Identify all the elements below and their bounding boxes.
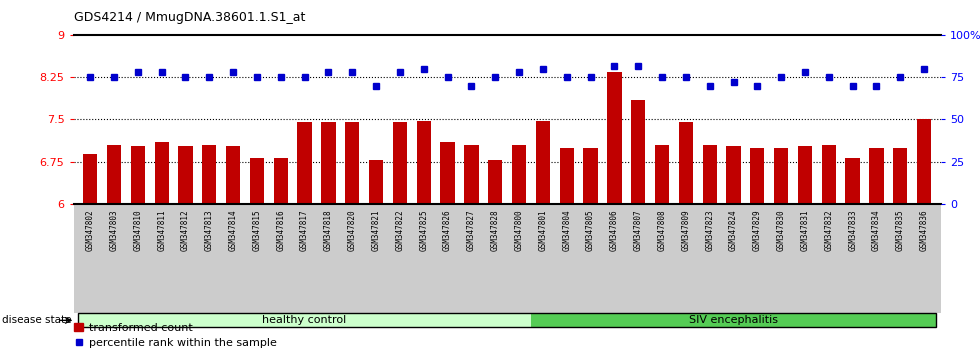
Bar [750,148,764,204]
Bar [631,100,646,204]
Bar [583,148,598,204]
Bar [774,148,788,204]
Bar [321,122,335,204]
Bar [536,121,550,204]
Bar [250,158,265,204]
Bar [226,147,240,204]
Text: healthy control: healthy control [263,315,347,325]
Text: SIV encephalitis: SIV encephalitis [689,315,778,325]
Bar [273,158,288,204]
Bar [465,145,478,204]
Bar [368,160,383,204]
Bar [298,122,312,204]
Bar [345,122,360,204]
Bar [798,147,812,204]
Bar [917,120,931,204]
Text: disease state: disease state [2,315,72,325]
Bar [130,147,145,204]
Bar [726,147,741,204]
Bar [846,158,859,204]
Bar [821,145,836,204]
Text: GDS4214 / MmugDNA.38601.1.S1_at: GDS4214 / MmugDNA.38601.1.S1_at [74,11,305,24]
Bar [608,72,621,204]
Bar [155,142,169,204]
Bar [440,142,455,204]
Bar [488,160,503,204]
Bar [202,145,217,204]
Bar [679,122,693,204]
Bar [869,148,884,204]
Bar [512,145,526,204]
Bar [893,148,907,204]
Bar [83,154,97,204]
Bar [393,122,407,204]
Bar [416,121,431,204]
Bar [178,147,193,204]
Legend: transformed count, percentile rank within the sample: transformed count, percentile rank withi… [74,322,276,348]
Bar [107,145,122,204]
Bar [655,145,669,204]
Bar [703,145,716,204]
Bar [560,148,574,204]
